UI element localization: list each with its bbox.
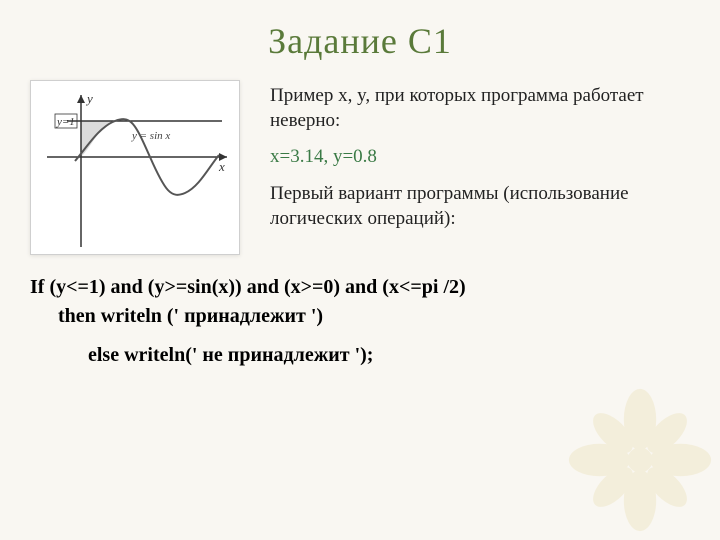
page-title: Задание С1 [0,0,720,62]
floral-decoration-icon [550,370,720,540]
code-line-1: If (y<=1) and (y>=sin(x)) and (x>=0) and… [30,273,690,302]
right-text-block: Пример x, y, при которых программа работ… [270,80,690,255]
graph-thumbnail: y=1 y x y = sin x [30,80,240,255]
content-row: y=1 y x y = sin x Пример x, y, при котор… [0,62,720,255]
x-axis-label: x [218,159,225,174]
hline-label: y=1 [56,116,75,128]
code-line-2: then writeln (' принадлежит ') [30,302,690,331]
graph-svg: y=1 y x y = sin x [37,87,235,250]
code-line-3: else writeln(' не принадлежит '); [30,341,690,370]
intro-text: Пример x, y, при которых программа работ… [270,84,690,133]
code-block: If (y<=1) and (y>=sin(x)) and (x>=0) and… [0,255,720,370]
example-values: x=3.14, y=0.8 [270,145,690,170]
variant-text: Первый вариант программы (использование … [270,182,690,231]
y-axis-label: y [85,91,93,106]
curve-label: y = sin x [131,130,170,142]
